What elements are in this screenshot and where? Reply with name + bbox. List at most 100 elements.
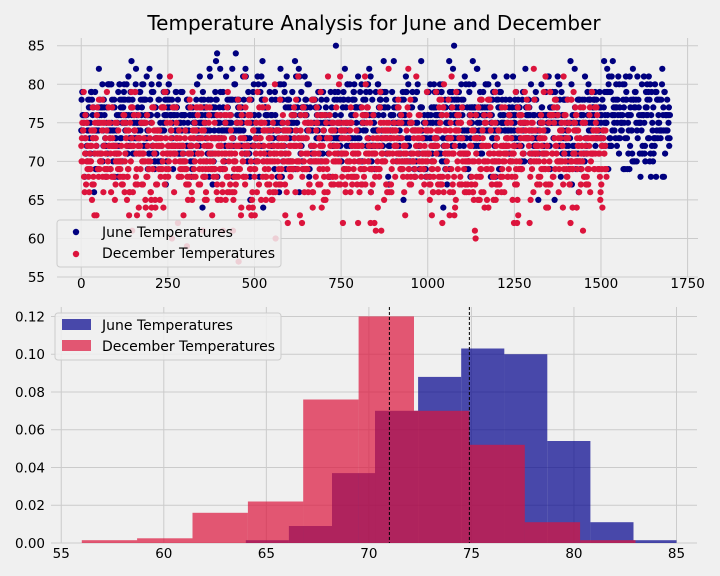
scatter-point-december — [146, 135, 153, 142]
scatter-point-december — [100, 189, 107, 196]
scatter-point-june — [655, 112, 662, 119]
scatter-point-june — [206, 127, 213, 134]
scatter-point-december — [236, 104, 243, 111]
scatter-point-december — [421, 181, 428, 188]
scatter-point-december — [242, 104, 249, 111]
scatter-point-december — [592, 119, 599, 126]
scatter-point-june — [634, 73, 641, 80]
scatter-point-december — [227, 181, 234, 188]
scatter-point-december — [87, 166, 94, 173]
scatter-point-december — [90, 173, 97, 180]
scatter-point-december — [566, 181, 573, 188]
scatter-point-december — [539, 119, 546, 126]
scatter-point-june — [539, 104, 546, 111]
scatter-point-december — [488, 181, 495, 188]
scatter-point-december — [109, 135, 116, 142]
scatter-point-december — [355, 219, 362, 227]
scatter-point-december — [374, 204, 381, 211]
scatter-point-december — [109, 104, 116, 111]
scatter-point-june — [480, 88, 487, 96]
scatter-point-december — [543, 150, 550, 157]
scatter-point-december — [238, 150, 246, 157]
scatter-point-june — [662, 150, 669, 157]
scatter-point-december — [507, 119, 514, 126]
scatter-point-june — [601, 58, 608, 65]
scatter-point-december — [103, 127, 110, 134]
scatter-point-december — [443, 112, 450, 119]
scatter-point-december — [525, 142, 533, 149]
scatter-point-december — [98, 127, 106, 134]
scatter-point-december — [451, 212, 458, 219]
scatter-point-december — [433, 135, 440, 142]
scatter-point-december — [538, 142, 545, 149]
scatter-point-june — [211, 104, 219, 111]
scatter-point-june — [116, 81, 123, 88]
scatter-point-december — [492, 119, 499, 126]
scatter-point-december — [304, 150, 311, 157]
scatter-point-june — [585, 81, 592, 88]
scatter-point-december — [297, 142, 304, 149]
histogram-bar-december — [192, 512, 248, 543]
scatter-point-june — [403, 88, 410, 96]
scatter-point-december — [559, 142, 566, 149]
scatter-point-june — [596, 88, 603, 96]
scatter-point-december — [345, 166, 352, 173]
scatter-point-december — [573, 204, 580, 211]
scatter-point-december — [356, 189, 363, 196]
scatter-point-december — [545, 119, 553, 126]
scatter-point-december — [353, 173, 360, 180]
scatter-point-december — [180, 142, 187, 149]
scatter-point-december — [345, 135, 352, 142]
scatter-point-december — [181, 135, 188, 142]
scatter-point-december — [436, 127, 443, 134]
scatter-point-december — [142, 119, 150, 126]
scatter-point-december — [503, 150, 510, 157]
scatter-point-december — [394, 135, 401, 142]
scatter-point-december — [476, 196, 483, 203]
scatter-point-december — [603, 173, 610, 180]
scatter-point-december — [351, 158, 358, 165]
scatter-point-december — [464, 150, 471, 157]
scatter-point-december — [173, 119, 180, 126]
scatter-point-june — [440, 204, 447, 211]
scatter-point-june — [78, 96, 85, 103]
scatter-point-december — [249, 196, 256, 203]
scatter-point-december — [154, 181, 161, 188]
scatter-point-december — [326, 150, 333, 157]
scatter-point-december — [468, 173, 475, 180]
scatter-point-december — [98, 158, 105, 165]
scatter-point-december — [182, 127, 189, 134]
scatter-point-june — [386, 142, 394, 149]
scatter-point-june — [479, 150, 486, 157]
scatter-point-june — [664, 96, 671, 103]
histogram-ticks: 55 60 65 70 75 80 85 0.00 0.02 0.04 0.06 0.08 0.10 0.… — [15, 309, 685, 562]
scatter-point-december — [185, 181, 192, 188]
scatter-point-december — [579, 227, 587, 234]
scatter-point-june — [611, 127, 618, 134]
scatter-point-december — [438, 112, 445, 119]
scatter-point-december — [358, 142, 365, 149]
scatter-point-june — [500, 112, 508, 119]
scatter-x-tick-label: 250 — [155, 276, 181, 292]
scatter-point-december — [250, 127, 257, 134]
scatter-point-december — [241, 135, 248, 142]
scatter-point-december — [104, 173, 111, 180]
scatter-point-december — [246, 96, 253, 103]
scatter-point-june — [633, 127, 641, 134]
histogram-bar-december — [358, 316, 414, 543]
scatter-point-december — [424, 158, 431, 165]
scatter-point-december — [510, 150, 517, 157]
scatter-point-june — [642, 158, 649, 165]
scatter-point-december — [573, 112, 580, 119]
scatter-point-december — [125, 127, 132, 134]
scatter-point-june — [173, 88, 180, 96]
scatter-point-december — [135, 112, 142, 119]
scatter-point-december — [479, 135, 486, 142]
scatter-point-december — [294, 166, 301, 173]
scatter-point-december — [302, 112, 309, 119]
scatter-point-december — [234, 96, 241, 103]
scatter-point-december — [545, 166, 552, 173]
scatter-chart: Temperature Analysis for June and Decemb… — [28, 11, 705, 292]
scatter-point-june — [115, 88, 122, 96]
scatter-point-december — [527, 196, 534, 203]
